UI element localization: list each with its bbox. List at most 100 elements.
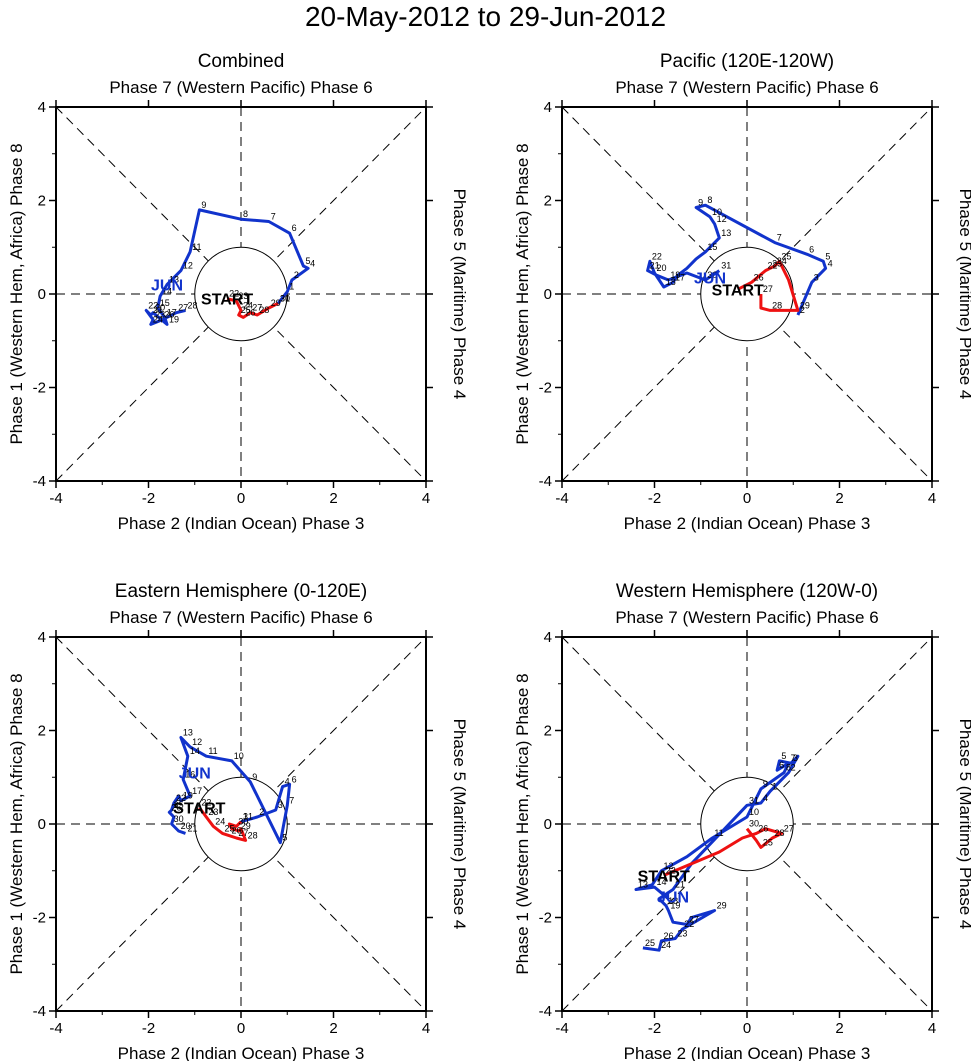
may-day-label: 25 [241,305,251,315]
jun-day-label: 20 [155,303,165,313]
x-tick-label: 0 [237,490,245,507]
jun-day-label: 26 [171,802,181,812]
y-tick-label: 4 [544,99,552,116]
jun-day-label: 26 [663,931,673,941]
eastern-hemisphere-right-label: Phase 5 (Maritime) Phase 4 [450,719,469,930]
jun-day-label: 9 [252,772,257,782]
jun-day-label: 5 [305,256,310,266]
pacific-bottom-label: Phase 2 (Indian Ocean) Phase 3 [624,514,871,533]
jun-day-label: 14 [162,286,172,296]
jun-day-label: 13 [183,728,193,738]
jun-day-label: 6 [779,760,784,770]
jun-day-label: 8 [243,209,248,219]
jun-day-label: 16 [185,770,195,780]
jun-day-label: 28 [188,300,198,310]
jun-day-label: 1 [772,781,777,791]
jun-day-label: 19 [169,314,179,324]
y-tick-label: 2 [38,193,46,210]
x-tick-label: 4 [422,1020,430,1037]
may-day-label: 27 [784,823,794,833]
may-day-label: 30 [238,816,248,826]
x-tick-label: 4 [928,1020,936,1037]
y-tick-label: -2 [539,910,552,927]
x-tick-label: 0 [237,1020,245,1037]
y-tick-label: -2 [33,380,46,397]
start-marker: START [173,801,225,818]
may-day-label: 23 [208,807,218,817]
x-tick-label: -2 [648,1020,661,1037]
combined-left-label: Phase 1 (Western Hem, Africa) Phase 8 [7,143,26,444]
jun-day-label: 7 [289,795,294,805]
may-day-label: 23 [238,291,248,301]
y-tick-label: -2 [33,910,46,927]
y-tick-label: 2 [544,723,552,740]
may-day-label: 25 [225,823,235,833]
y-tick-label: -4 [539,1003,552,1020]
jun-day-label: 13 [638,879,648,889]
month-marker-jun: JUN [694,271,726,288]
x-tick-label: -4 [49,1020,62,1037]
combined-right-label: Phase 5 (Maritime) Phase 4 [450,189,469,400]
may-day-label: 27 [763,284,773,294]
may-day-label: 30 [280,293,290,303]
jun-day-label: 26 [164,310,174,320]
jun-day-label: 24 [153,314,163,324]
jun-day-label: 6 [292,223,297,233]
jun-day-label: 11 [192,242,201,252]
may-day-label: 24 [243,300,253,310]
month-marker-jun: JUN [657,889,689,906]
jun-day-label: 25 [645,938,655,948]
jun-day-label: 1 [289,282,294,292]
y-tick-label: 0 [544,816,552,833]
jun-day-label: 2 [294,270,299,280]
pacific-right-label: Phase 5 (Maritime) Phase 4 [956,189,971,400]
may-series-line [198,806,248,842]
may-day-label: 25 [763,837,773,847]
unit-circle [194,776,288,872]
jun-day-label: 4 [310,258,315,268]
jun-day-label: 12 [192,737,202,747]
may-day-label: 26 [758,823,768,833]
may-day-label: 29 [800,300,810,310]
jun-series-line [144,208,310,326]
jun-day-label: 21 [650,261,660,271]
jun-day-label: 25 [174,800,184,810]
x-tick-label: 0 [743,1020,751,1037]
jun-day-label: 15 [707,242,717,252]
x-tick-label: 2 [835,490,843,507]
jun-day-label: 19 [183,791,193,801]
jun-day-label: 15 [160,298,170,308]
jun-day-label: 12 [663,861,673,871]
may-day-label: 26 [754,272,764,282]
jun-day-label: 22 [176,793,186,803]
y-tick-label: 2 [38,723,46,740]
jun-day-label: 19 [670,900,680,910]
may-day-label: 26 [245,307,255,317]
western-hemisphere-title: Western Hemisphere (120W-0) [616,581,878,602]
y-tick-label: -2 [539,380,552,397]
may-day-label: 28 [772,300,782,310]
jun-day-label: 13 [721,228,731,238]
y-tick-label: 0 [38,816,46,833]
jun-day-label: 21 [188,823,198,833]
combined-title: Combined [198,51,285,72]
jun-day-label: 14 [657,877,667,887]
unit-circle [700,776,794,872]
may-day-label: 27 [238,828,248,838]
jun-day-label: 21 [153,305,163,315]
jun-day-label: 22 [148,300,158,310]
may-day-label: 28 [774,828,784,838]
western-hemisphere-right-label: Phase 5 (Maritime) Phase 4 [956,719,971,930]
may-day-label: 22 [666,865,676,875]
eastern-hemisphere-title: Eastern Hemisphere (0-120E) [115,581,367,602]
jun-day-label: 4 [763,793,768,803]
may-day-label: 22 [768,261,778,271]
jun-day-label: 9 [763,779,768,789]
y-tick-label: 2 [544,193,552,210]
x-tick-label: 4 [928,490,936,507]
jun-day-label: 14 [190,746,200,756]
jun-day-label: 27 [178,303,188,313]
jun-day-label: 22 [652,251,662,261]
jun-day-label: 23 [677,929,687,939]
